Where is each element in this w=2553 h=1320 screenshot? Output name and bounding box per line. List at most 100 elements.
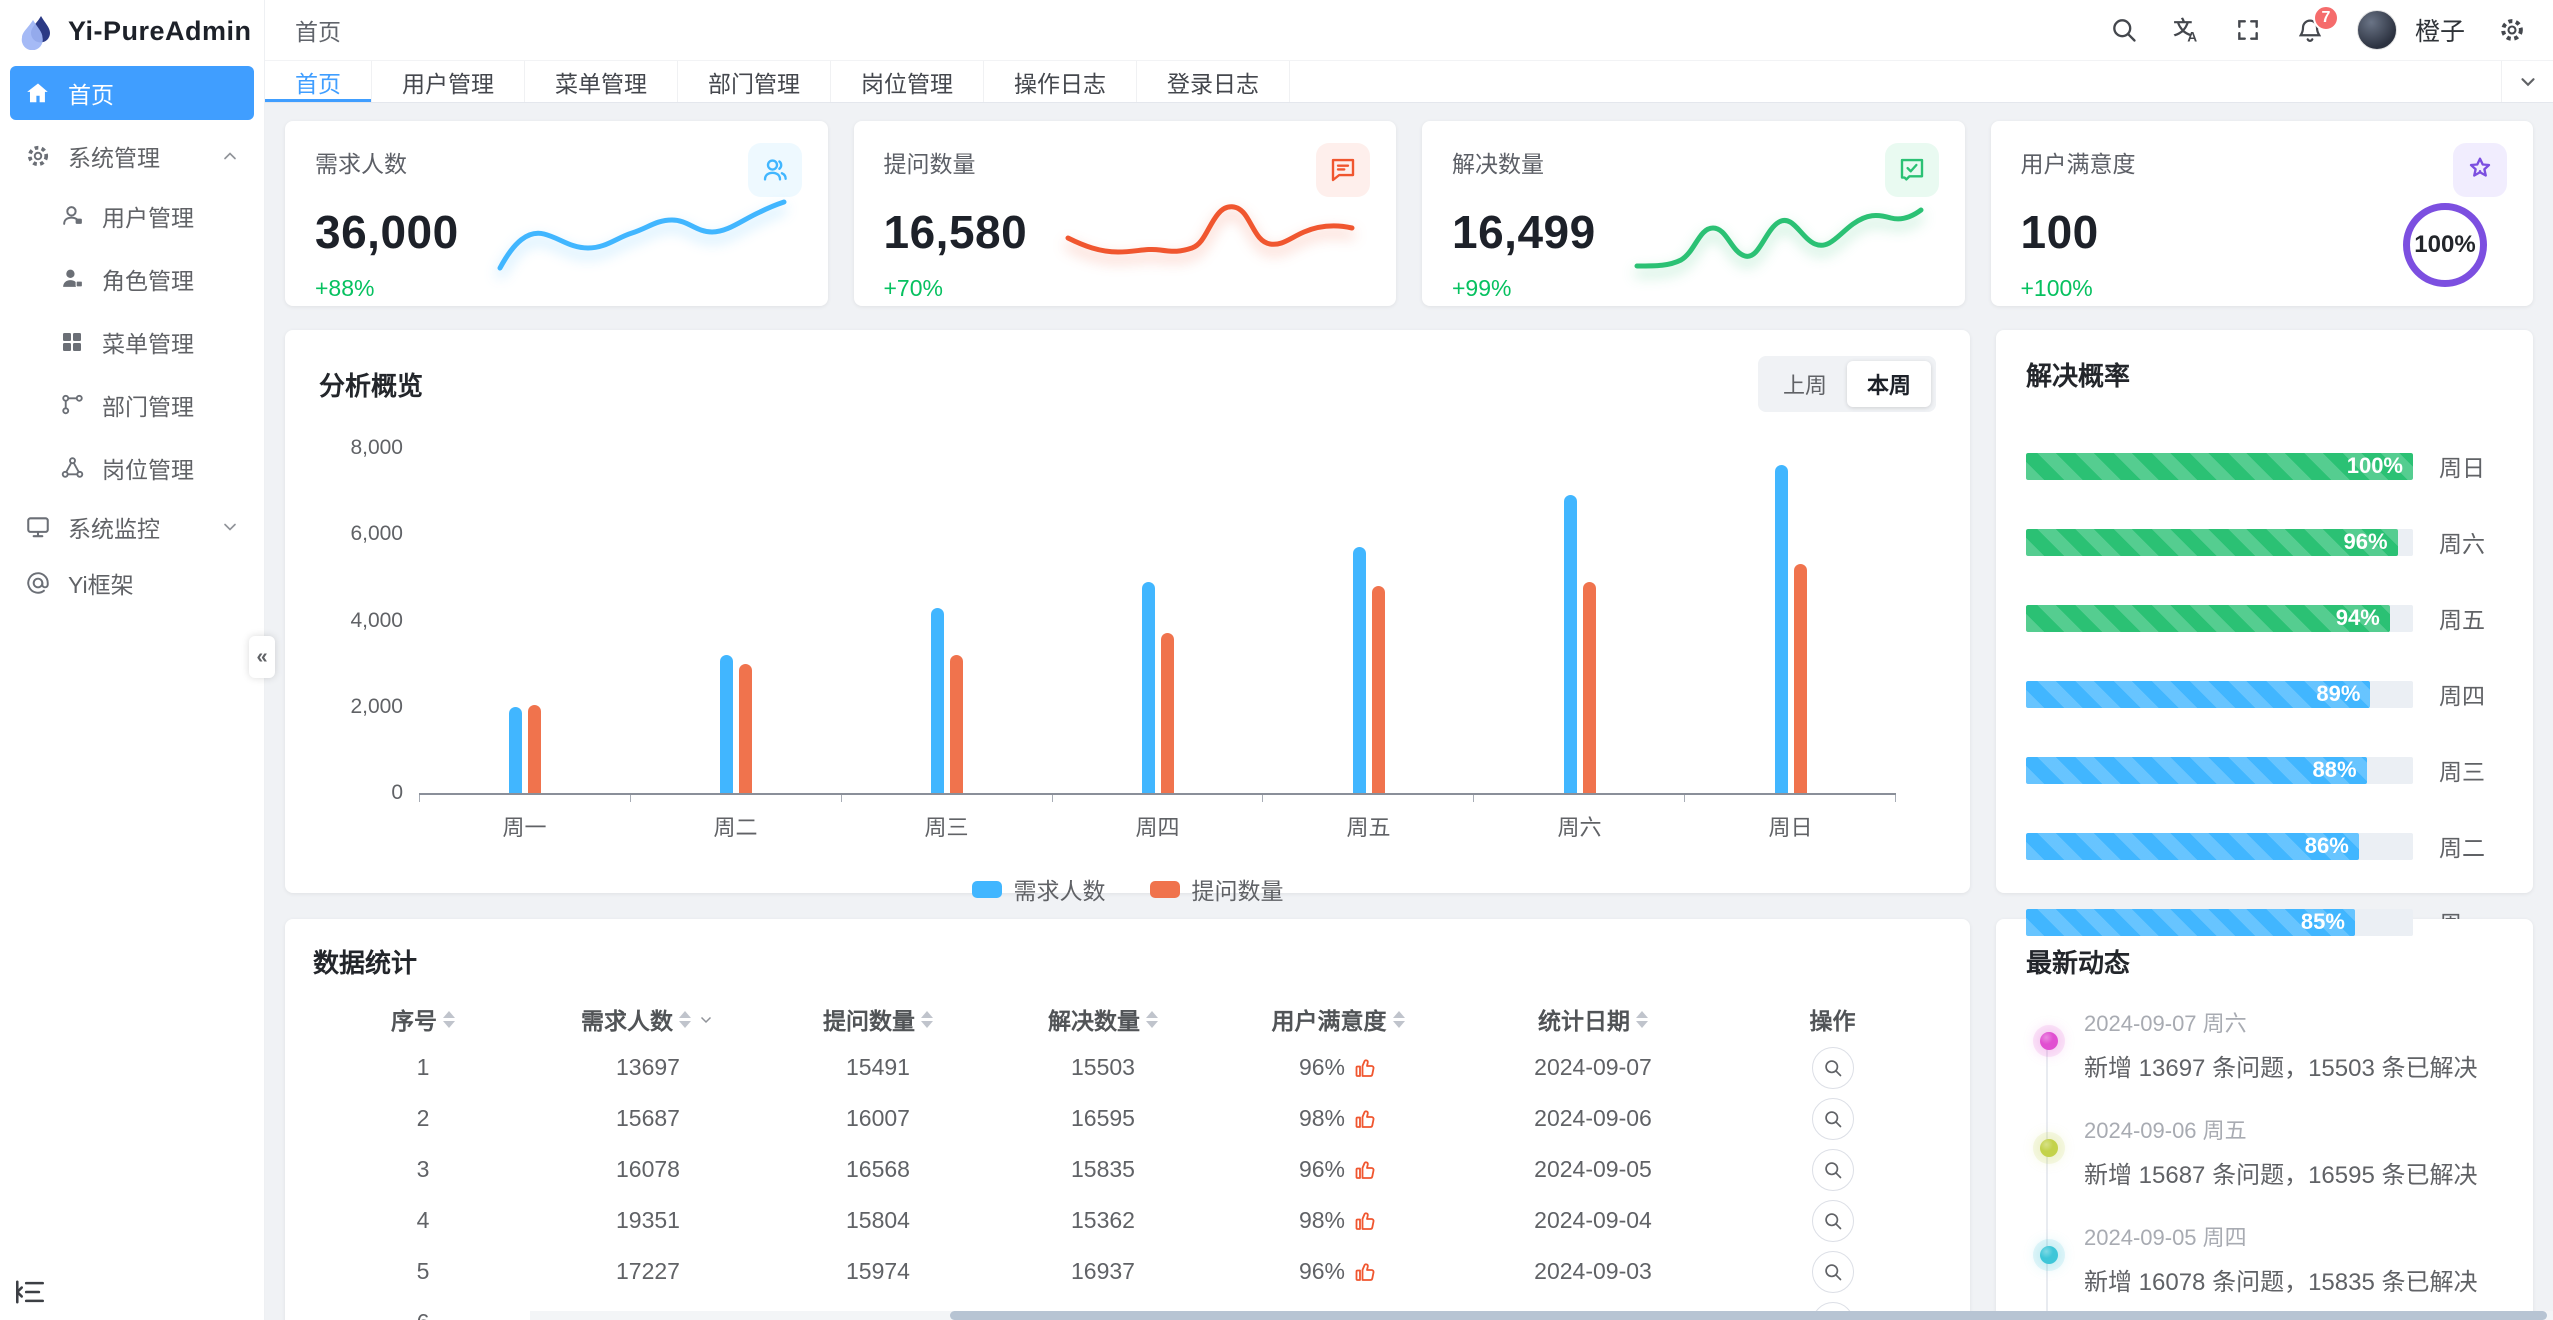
bar-group[interactable] (630, 448, 841, 793)
y-tick: 0 (391, 781, 403, 804)
view-row-button[interactable] (1811, 1148, 1854, 1191)
role-icon (58, 265, 86, 293)
stat-title: 需求人数 (315, 151, 407, 177)
horizontal-scrollbar[interactable] (530, 1311, 2553, 1320)
y-tick: 2,000 (350, 694, 403, 718)
thumb-up-icon (1355, 1160, 1375, 1179)
sidebar-item-label: 部门管理 (102, 393, 194, 420)
timeline-dot (2040, 1139, 2058, 1157)
stat-delta: +99% (1452, 275, 1512, 301)
tab-login-log[interactable]: 登录日志 (1137, 61, 1290, 102)
timeline-item: 2024-09-06 周五 新增 15687 条问题，16595 条已解决 (2028, 1113, 2503, 1190)
tab-user-mgmt[interactable]: 用户管理 (372, 61, 525, 102)
progress-row: 86% 周二 (2026, 829, 2503, 863)
sidebar-item-label: 菜单管理 (102, 330, 194, 357)
settings-gear-icon[interactable] (2497, 15, 2527, 45)
col-operation: 操作 (1809, 1008, 1856, 1034)
sidebar-item-menu-mgmt[interactable]: 菜单管理 (10, 310, 254, 373)
stat-value: 16,499 (1452, 206, 1596, 258)
bar-group[interactable] (1052, 448, 1263, 793)
sidebar-item-user-mgmt[interactable]: 用户管理 (10, 184, 254, 247)
sparkline-green (1634, 207, 1923, 269)
breadcrumb[interactable]: 首页 (295, 19, 341, 45)
timeline-item: 2024-09-07 周六 新增 13697 条问题，15503 条已解决 (2028, 1006, 2503, 1083)
sidebar-item-home[interactable]: 首页 (10, 66, 254, 120)
stat-delta: +100% (2020, 275, 2093, 301)
notification-bell-icon[interactable]: 7 (2295, 5, 2339, 45)
panel-title: 最新动态 (2026, 948, 2131, 978)
view-row-button[interactable] (1811, 1097, 1854, 1140)
sort-icon (679, 1010, 691, 1028)
filter-chevron-icon (700, 1016, 712, 1024)
sidebar-item-role-mgmt[interactable]: 角色管理 (10, 247, 254, 310)
username[interactable]: 橙子 (2414, 18, 2465, 46)
users-icon (747, 143, 802, 197)
bar-group[interactable] (1474, 448, 1685, 793)
week-toggle: 上周 本周 (1757, 356, 1936, 412)
view-row-button[interactable] (1811, 1046, 1854, 1089)
x-axis-labels: 周一 周二 周三 周四 周五 周六 周日 (502, 815, 1813, 840)
y-tick: 8,000 (350, 436, 403, 459)
stat-title: 提问数量 (883, 151, 976, 177)
bar-group[interactable] (419, 448, 630, 793)
sidebar-item-department-mgmt[interactable]: 部门管理 (10, 373, 254, 436)
sidebar-item-system-mgmt[interactable]: 系统管理 (10, 128, 254, 184)
timeline-item: 2024-09-05 周四 新增 16078 条问题，15835 条已解决 (2028, 1220, 2503, 1297)
bar-group[interactable] (841, 448, 1052, 793)
logo[interactable]: Yi-PureAdmin (0, 0, 264, 62)
sidebar-item-system-monitor[interactable]: 系统监控 (10, 499, 254, 555)
bar-group[interactable] (1685, 448, 1896, 793)
scrollbar-thumb[interactable] (950, 1311, 2547, 1320)
sidebar-item-yi-framework[interactable]: Yi框架 (10, 555, 254, 611)
latest-news-panel: 最新动态 2024-09-07 周六 新增 13697 条问题，15503 条已解… (1996, 919, 2533, 1320)
legend-question[interactable]: 提问数量 (1149, 872, 1284, 906)
x-axis (419, 793, 1897, 802)
table-row: 2 15687 16007 16595 98% 2024-09-06 (313, 1093, 1942, 1144)
department-icon (58, 391, 86, 419)
thumb-up-icon (1355, 1058, 1375, 1077)
solve-probability-panel: 解决概率 100% 周日 96% 周六 94% 周五 89% 周四 88% 周三 86% 周… (1996, 330, 2533, 937)
sidebar-item-post-mgmt[interactable]: 岗位管理 (10, 436, 254, 499)
search-icon[interactable] (2109, 15, 2139, 45)
tab-menu-mgmt[interactable]: 菜单管理 (525, 61, 678, 102)
view-row-button[interactable] (1811, 1250, 1854, 1293)
y-tick: 6,000 (350, 522, 403, 546)
sidebar-item-label: 岗位管理 (102, 456, 194, 483)
tab-post-mgmt[interactable]: 岗位管理 (831, 61, 984, 102)
page-content: 需求人数 36,000 +88% 提问数量 16,580 +70% (265, 103, 2553, 1320)
col-solve[interactable]: 解决数量 (993, 996, 1213, 1042)
satisfaction-ring: 100% (2403, 203, 2487, 287)
last-week-button[interactable]: 上周 (1782, 373, 1827, 398)
progress-row: 85%周一 (2026, 905, 2503, 939)
tab-home[interactable]: 首页 (265, 61, 372, 102)
sidebar-collapse-button[interactable]: « (249, 636, 275, 678)
legend-demand[interactable]: 需求人数 (971, 872, 1106, 906)
col-demand[interactable]: 需求人数 (533, 996, 763, 1042)
view-row-button[interactable] (1811, 1199, 1854, 1242)
table-row: 4 19351 15804 15362 98% 2024-09-04 (313, 1195, 1942, 1246)
progress-list: 100% 周日 96% 周六 94% 周五 89% 周四 88% 周三 86% 周二 85%… (2026, 449, 2503, 939)
tab-department-mgmt[interactable]: 部门管理 (678, 61, 831, 102)
sidebar-fold-icon[interactable] (14, 1278, 48, 1308)
tags-menu-chevron-icon[interactable] (2501, 61, 2553, 102)
check-square-icon (1884, 143, 1939, 197)
col-satisfaction[interactable]: 用户满意度 (1213, 996, 1463, 1042)
col-seq[interactable]: 序号 (313, 996, 533, 1042)
table-title: 数据统计 (313, 948, 418, 978)
table-header-row: 序号 需求人数 提问数量 解决数量 用户满意度 统计日期 操作 (313, 996, 1942, 1042)
avatar[interactable] (2356, 10, 2397, 50)
this-week-button[interactable]: 本周 (1846, 361, 1931, 407)
bar-group[interactable] (1263, 448, 1474, 793)
tab-operation-log[interactable]: 操作日志 (984, 61, 1137, 102)
fullscreen-icon[interactable] (2233, 15, 2263, 45)
app-title: Yi-PureAdmin (68, 15, 252, 46)
col-question[interactable]: 提问数量 (763, 996, 993, 1042)
progress-row: 89% 周四 (2026, 677, 2503, 711)
sort-icon (443, 1010, 455, 1028)
stat-value: 16,580 (883, 206, 1028, 258)
col-date[interactable]: 统计日期 (1463, 996, 1723, 1042)
panel-title: 解决概率 (2026, 361, 2131, 391)
bottom-row: 数据统计 序号 需求人数 提问数量 解决数量 用户满意度 统计日期 操作 1 (285, 919, 2533, 1320)
